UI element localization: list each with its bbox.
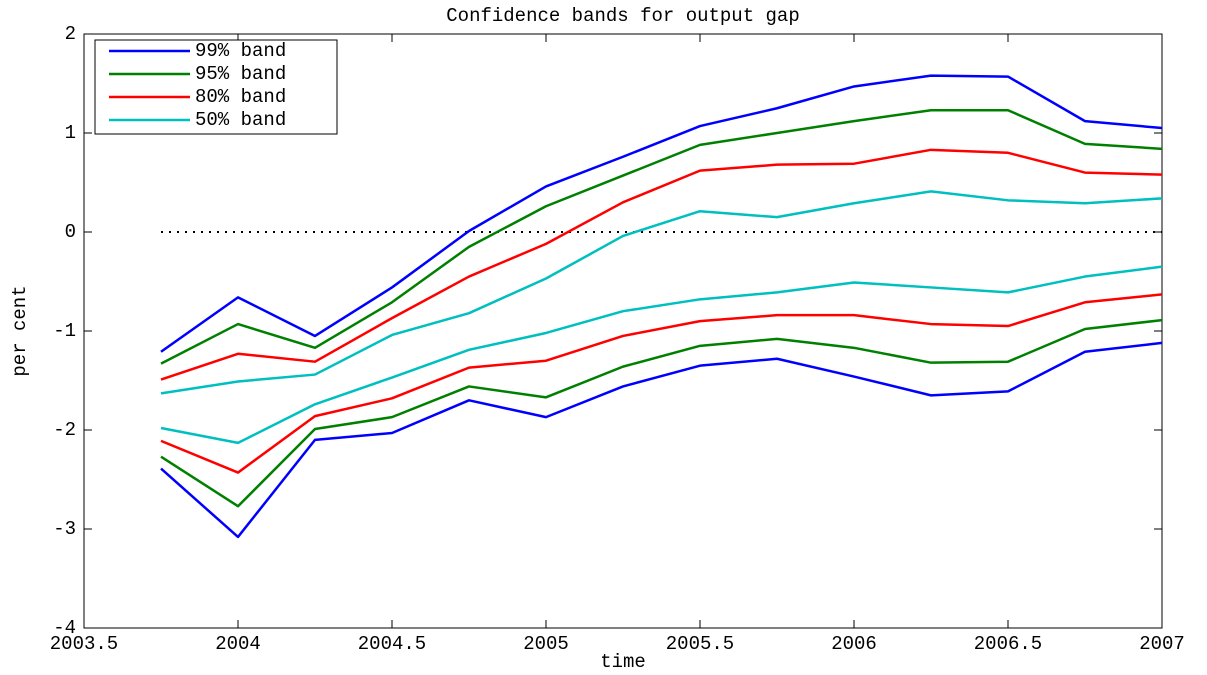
- x-tick-label: 2003.5: [50, 633, 118, 655]
- x-tick-label: 2004.5: [358, 633, 426, 655]
- band-line: [160, 293, 1163, 474]
- y-tick-label: 2: [65, 23, 76, 45]
- y-tick-label: 1: [65, 122, 76, 144]
- x-tick-label: 2006: [831, 633, 877, 655]
- legend-label: 95% band: [195, 63, 286, 85]
- band-line: [160, 318, 1163, 508]
- legend-label: 99% band: [195, 40, 286, 62]
- legend-label: 50% band: [195, 109, 286, 131]
- chart-title: Confidence bands for output gap: [446, 5, 799, 27]
- x-tick-label: 2004: [215, 633, 261, 655]
- y-tick-label: -2: [53, 419, 76, 441]
- legend-box: [94, 39, 338, 135]
- x-axis-label: time: [600, 651, 646, 673]
- band-line: [160, 148, 1163, 381]
- x-tick-label: 2007: [1139, 633, 1185, 655]
- y-axis-label: per cent: [9, 285, 31, 376]
- x-tick-label: 2005.5: [666, 633, 734, 655]
- x-tick-label: 2005: [523, 633, 569, 655]
- y-tick-label: -1: [53, 320, 76, 342]
- y-tick-label: -4: [53, 617, 76, 639]
- band-line: [160, 108, 1163, 365]
- band-line: [160, 341, 1163, 539]
- x-tick-label: 2006.5: [974, 633, 1042, 655]
- band-line: [160, 265, 1163, 445]
- legend-label: 80% band: [195, 86, 286, 108]
- y-tick-label: -3: [53, 518, 76, 540]
- band-line: [160, 190, 1163, 395]
- y-tick-label: 0: [65, 221, 76, 243]
- band-line: [160, 74, 1163, 353]
